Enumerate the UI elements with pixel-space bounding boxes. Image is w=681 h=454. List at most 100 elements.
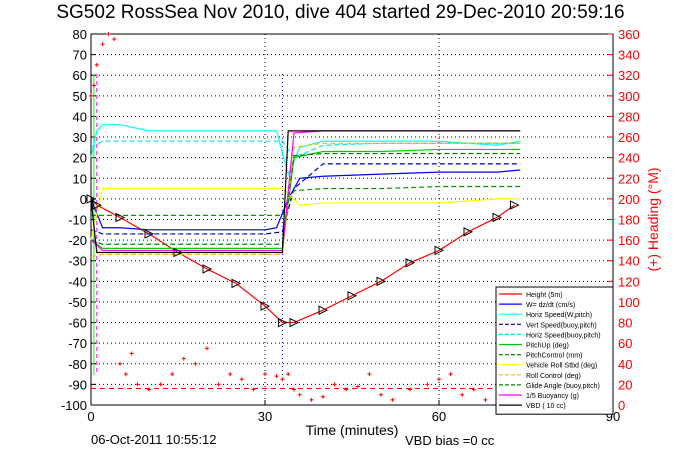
heading-point <box>181 356 186 361</box>
y-tick-label: 10 <box>73 171 87 186</box>
heading-point <box>309 397 314 402</box>
y-right-axis-label: (+) Heading (°M) <box>645 167 661 271</box>
heading-point <box>286 372 291 377</box>
heading-point <box>228 372 233 377</box>
x-tick-label: 60 <box>432 409 446 424</box>
heading-point <box>379 392 383 397</box>
series-line-height <box>90 198 515 324</box>
y-tick-label: -80 <box>68 357 87 372</box>
heading-point <box>321 394 325 399</box>
x-axis-label: Time (minutes) <box>306 422 399 438</box>
legend-label: VBD ( 10 cc) <box>526 403 566 410</box>
heading-point <box>170 372 175 377</box>
y-right-tick-label: 180 <box>618 213 640 228</box>
heading-point <box>100 42 105 47</box>
y-right-tick-label: 160 <box>618 233 640 248</box>
x-tick-label: 30 <box>258 409 272 424</box>
heading-point <box>239 377 244 382</box>
x-tick-label: 0 <box>87 409 94 424</box>
y-tick-label: -60 <box>68 316 87 331</box>
y-right-tick-label: 140 <box>618 254 640 269</box>
y-right-tick-label: 220 <box>618 171 640 186</box>
y-right-tick-label: 280 <box>618 109 640 124</box>
height-marker <box>260 301 271 311</box>
series-line-glide <box>90 152 521 245</box>
height-marker <box>318 305 329 315</box>
y-right-tick-label: 340 <box>618 48 640 63</box>
y-tick-label: 80 <box>73 27 87 42</box>
y-right-tick-label: 80 <box>618 316 632 331</box>
heading-point <box>355 384 360 389</box>
y-tick-label: -10 <box>68 213 87 228</box>
height-marker <box>144 229 155 239</box>
heading-point <box>332 382 337 387</box>
y-tick-label: 70 <box>73 48 87 63</box>
height-marker <box>86 194 97 204</box>
y-right-tick-label: 260 <box>618 130 640 145</box>
chart-title: SG502 RossSea Nov 2010, dive 404 started… <box>56 2 625 23</box>
heading-point <box>483 397 488 402</box>
height-marker <box>434 245 445 256</box>
y-tick-label: 20 <box>73 151 87 166</box>
heading-point <box>135 382 140 387</box>
heading-point <box>280 377 285 382</box>
height-marker <box>231 278 242 289</box>
legend-label: Horiz Speed(buoy,pitch) <box>526 332 601 339</box>
series-line-pitch_ctrl <box>91 185 521 216</box>
y-right-tick-label: 100 <box>618 295 640 310</box>
series-line-horz_w <box>90 124 521 176</box>
height-marker <box>463 227 474 237</box>
heading-point <box>408 387 412 392</box>
legend-label: Horiz Speed(W,pitch) <box>526 312 592 319</box>
height-marker <box>289 317 300 328</box>
y-right-tick-label: 0 <box>618 398 625 413</box>
series-line-buoy <box>90 130 521 252</box>
heading-point <box>123 372 128 377</box>
height-marker <box>92 200 102 210</box>
heading-point <box>94 62 99 67</box>
series-line-vbd <box>90 130 521 254</box>
y-right-tick-label: 20 <box>618 377 632 392</box>
y-tick-label: 40 <box>73 109 87 124</box>
heading-point <box>129 351 134 356</box>
height-marker <box>405 257 416 268</box>
y-tick-label: 0 <box>80 192 87 207</box>
heading-point <box>344 387 349 392</box>
legend-label: 1/5 Buoyancy (g) <box>526 393 579 400</box>
series-line-roll_stbd <box>90 187 521 241</box>
heading-point <box>390 397 395 402</box>
height-marker <box>173 247 184 258</box>
y-tick-label: -100 <box>61 398 87 413</box>
legend-label: Vehicle Roll Stbd (deg) <box>526 363 597 370</box>
heading-point <box>158 382 163 387</box>
heading-point <box>460 392 465 397</box>
y-right-tick-label: 60 <box>618 336 632 351</box>
y-tick-label: 30 <box>73 130 87 145</box>
series-line-w <box>90 169 521 231</box>
series-line-roll_ctrl <box>90 142 521 258</box>
heading-point <box>118 361 122 366</box>
y-right-tick-label: 360 <box>618 27 640 42</box>
height-marker <box>277 317 288 328</box>
heading-point <box>147 387 151 392</box>
heading-point <box>193 361 198 366</box>
y-right-tick-label: 120 <box>618 274 640 289</box>
legend-label: PitchUp (deg) <box>526 343 569 350</box>
heading-point <box>297 392 302 397</box>
heading-point <box>292 387 296 392</box>
y-tick-label: -20 <box>68 233 87 248</box>
height-marker <box>376 276 387 287</box>
y-tick-label: -70 <box>68 336 87 351</box>
heading-point <box>251 387 256 392</box>
heading-point <box>205 346 209 351</box>
footer-vbd-bias: VBD bias =0 cc <box>405 433 495 448</box>
footer-timestamp: 06-Oct-2011 10:55:12 <box>91 432 217 447</box>
legend-label: Vert Speed(buoy,pitch) <box>526 322 597 329</box>
legend-label: Height (5m) <box>526 292 563 299</box>
y-tick-label: 50 <box>73 89 87 104</box>
heading-point <box>367 372 372 377</box>
y-tick-label: -90 <box>68 377 87 392</box>
legend-box <box>495 286 614 415</box>
heading-point <box>471 387 476 392</box>
